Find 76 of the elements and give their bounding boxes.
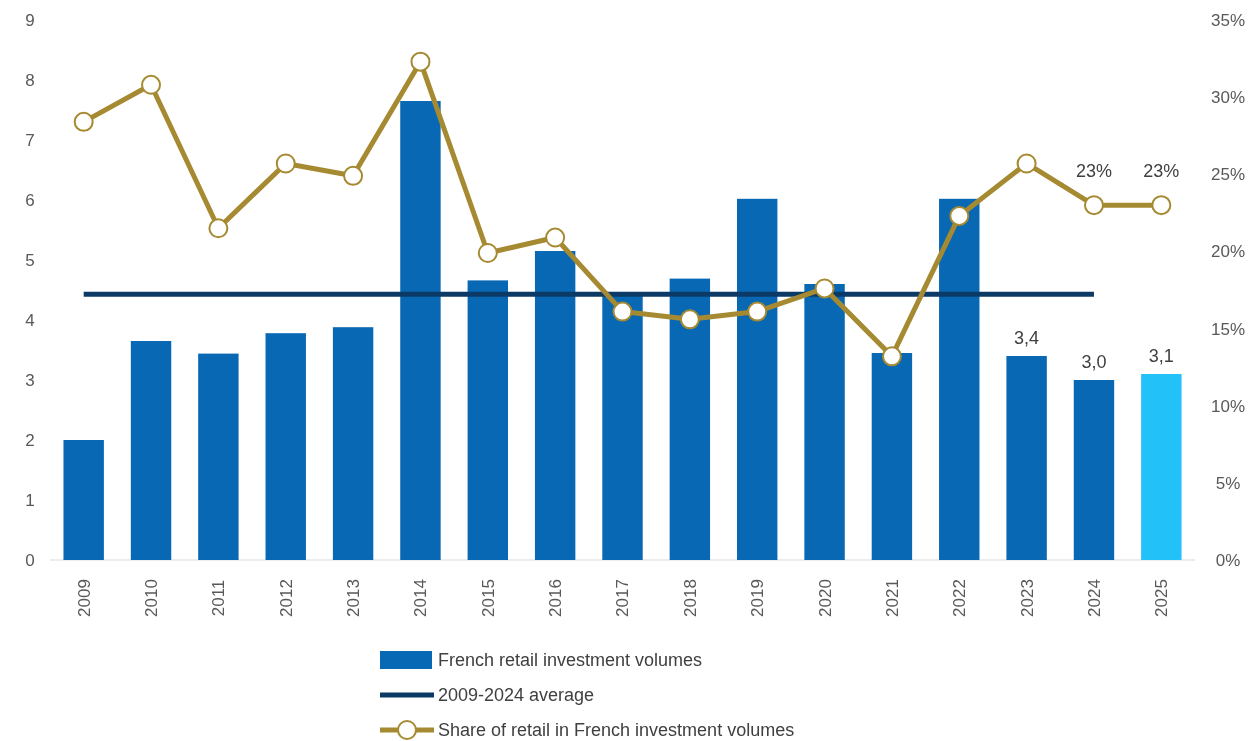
data-label: 23% [1143, 161, 1180, 182]
x-tick-label: 2014 [411, 579, 431, 617]
x-tick-label: 2011 [209, 579, 229, 617]
x-tick-label: 2012 [276, 579, 296, 617]
point [545, 227, 566, 248]
bar [400, 101, 441, 560]
x-tick-label: 2024 [1084, 579, 1104, 617]
point [612, 301, 633, 322]
bar [332, 327, 374, 560]
bar [737, 198, 778, 560]
x-tick-label: 2018 [680, 579, 700, 617]
y-tick-label: 1 [25, 490, 35, 510]
point [1083, 195, 1104, 216]
y-tick-label: 3 [25, 370, 35, 390]
y-tick-label: 7 [25, 130, 35, 150]
y2-tick-label: 25% [1210, 165, 1246, 185]
y-tick-label: 2 [25, 430, 35, 450]
bar [534, 251, 576, 560]
x-tick-label: 2019 [748, 579, 768, 617]
point [343, 165, 364, 186]
x-tick-label: 2021 [882, 579, 902, 617]
bar [1141, 374, 1182, 560]
y2-tick-label: 10% [1210, 396, 1246, 416]
bar [669, 278, 711, 560]
y2-tick-label: 30% [1210, 88, 1246, 108]
data-label: 3,0 [1081, 352, 1107, 372]
point [949, 205, 970, 226]
bar [804, 284, 845, 560]
data-label: 3,4 [1014, 328, 1040, 348]
legend-label: French retail investment volumes [438, 650, 703, 671]
y2-tick-label: 20% [1210, 242, 1246, 262]
point [881, 346, 902, 367]
bar [63, 440, 104, 560]
point [410, 51, 431, 72]
x-tick-label: 2013 [344, 579, 364, 617]
point [1151, 195, 1172, 216]
bar [265, 333, 306, 560]
data-label: 23% [1075, 161, 1112, 182]
legend-label: 2009-2024 average [438, 685, 595, 706]
point [747, 301, 768, 322]
y-tick-label: 5 [25, 250, 35, 270]
point [208, 218, 229, 239]
y2-tick-label: 5% [1215, 473, 1241, 493]
y-tick-label: 8 [25, 70, 35, 90]
point [477, 242, 498, 263]
y2-tick-label: 35% [1210, 10, 1246, 30]
y2-tick-label: 15% [1210, 319, 1246, 339]
point [141, 74, 162, 95]
x-tick-label: 2020 [815, 579, 835, 617]
point [679, 309, 700, 330]
x-tick-label: 2009 [74, 579, 94, 617]
x-tick-label: 2016 [546, 579, 566, 617]
x-tick-label: 2010 [141, 579, 161, 617]
bar [1006, 356, 1047, 560]
point [275, 153, 296, 174]
x-tick-label: 2017 [613, 579, 633, 617]
y-tick-label: 6 [25, 190, 35, 210]
x-tick-label: 2015 [478, 579, 498, 617]
y-tick-label: 4 [25, 310, 35, 330]
legend-label: Share of retail in French investment volumes [438, 720, 795, 741]
x-tick-label: 2025 [1152, 579, 1172, 617]
y-tick-label: 9 [25, 10, 35, 30]
x-tick-label: 2023 [1017, 579, 1037, 617]
y-tick-label: 0 [25, 550, 35, 570]
y2-tick-label: 0% [1215, 550, 1241, 570]
x-tick-label: 2022 [950, 579, 970, 617]
data-label: 3,1 [1148, 346, 1174, 366]
bar [939, 198, 980, 560]
bar [467, 280, 508, 560]
point [1016, 153, 1037, 174]
bar [198, 353, 239, 560]
point [73, 111, 94, 132]
bar [871, 353, 913, 560]
point [814, 278, 835, 299]
bar [130, 341, 172, 560]
bar [1073, 380, 1115, 560]
